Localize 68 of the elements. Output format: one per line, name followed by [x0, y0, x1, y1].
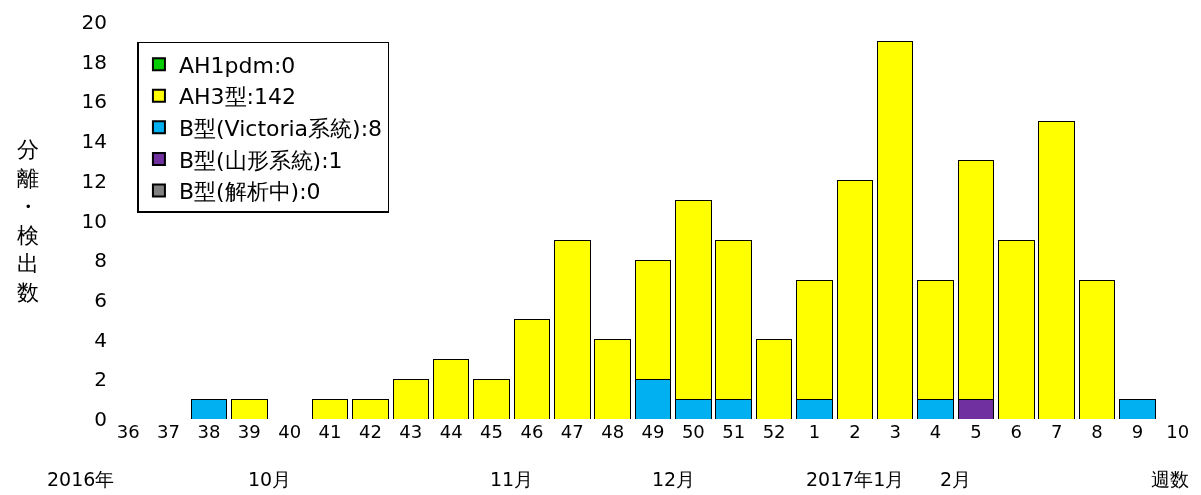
- legend-label: B型(Victoria系統):8: [178, 115, 383, 141]
- x-tick-label: 51: [722, 421, 746, 442]
- text: 11月: [490, 468, 534, 490]
- x-tick-label: 48: [601, 421, 625, 442]
- x-tick-label: 2: [849, 421, 861, 442]
- bar: [594, 339, 631, 419]
- text: 10月: [248, 468, 292, 490]
- bar: [876, 41, 914, 419]
- y-tick-label: 0: [94, 407, 107, 431]
- x-tick-label: 36: [116, 421, 140, 442]
- x-tick-label: 10: [1166, 421, 1190, 442]
- bar: [392, 378, 430, 419]
- bar: [352, 398, 389, 419]
- bar: [473, 378, 510, 419]
- y-tick-label: 16: [81, 89, 107, 114]
- bar: [432, 358, 470, 419]
- y-tick-label: 10: [81, 208, 107, 233]
- x-tick-label: 45: [480, 421, 503, 442]
- x-tick-label: 46: [520, 421, 544, 442]
- legend-label: B型(山形系統):1: [178, 147, 343, 173]
- x-tick-label: 37: [157, 421, 181, 442]
- x-tick-label: 7: [1050, 421, 1063, 442]
- y-axis-title: 分離・検出数: [17, 137, 39, 305]
- x-tick-label: 5: [970, 421, 982, 442]
- x-tick-label: 40: [278, 421, 302, 442]
- bar: [998, 239, 1035, 419]
- x-tick-label: 43: [399, 421, 423, 442]
- bar: [554, 239, 591, 419]
- y-tick-label: 12: [81, 168, 107, 193]
- x-tick-label: 6: [1010, 421, 1023, 442]
- x-tick-label: 49: [641, 421, 665, 442]
- x-tick-label: 3: [889, 421, 901, 442]
- text: 2016年: [47, 468, 115, 490]
- x-tick-label: 44: [439, 421, 463, 442]
- y-tick-label: 6: [94, 287, 107, 312]
- y-tick-label: 20: [81, 10, 107, 34]
- y-tick-label: 4: [94, 327, 107, 352]
- x-tick-label: 50: [681, 421, 705, 442]
- x-tick-label: 38: [197, 421, 221, 442]
- text: 2月: [940, 468, 972, 490]
- bar: [513, 319, 551, 419]
- x-tick-label: 42: [358, 421, 382, 442]
- x-tick-label: 39: [237, 421, 261, 442]
- x-tick-label: 9: [1131, 421, 1144, 442]
- bar: [1078, 279, 1116, 419]
- text: 2017年1月: [806, 468, 905, 490]
- y-tick-label: 14: [81, 129, 107, 154]
- y-tick-label: 2: [94, 367, 107, 392]
- legend-label: AH1pdm:0: [178, 52, 296, 78]
- x-tick-label: 41: [318, 421, 342, 442]
- text: 12月: [652, 468, 696, 490]
- bar: [755, 339, 793, 419]
- legend-label: B型(解析中):0: [178, 179, 321, 205]
- x-axis-title: 週数: [1151, 468, 1189, 490]
- x-tick-label: 1: [808, 421, 821, 442]
- bar: [190, 398, 228, 419]
- y-tick-label: 18: [81, 49, 107, 74]
- x-tick-label: 8: [1091, 421, 1103, 442]
- bar: [311, 398, 349, 419]
- bar: [231, 398, 268, 419]
- x-tick-label: 52: [762, 421, 786, 442]
- y-tick-label: 8: [94, 248, 107, 273]
- x-tick-label: 47: [560, 421, 584, 442]
- x-tick-label: 4: [929, 421, 942, 442]
- bar: [836, 180, 874, 419]
- bar: [1119, 398, 1156, 419]
- bar: [1038, 120, 1075, 419]
- legend-label: AH3型:142: [178, 84, 296, 110]
